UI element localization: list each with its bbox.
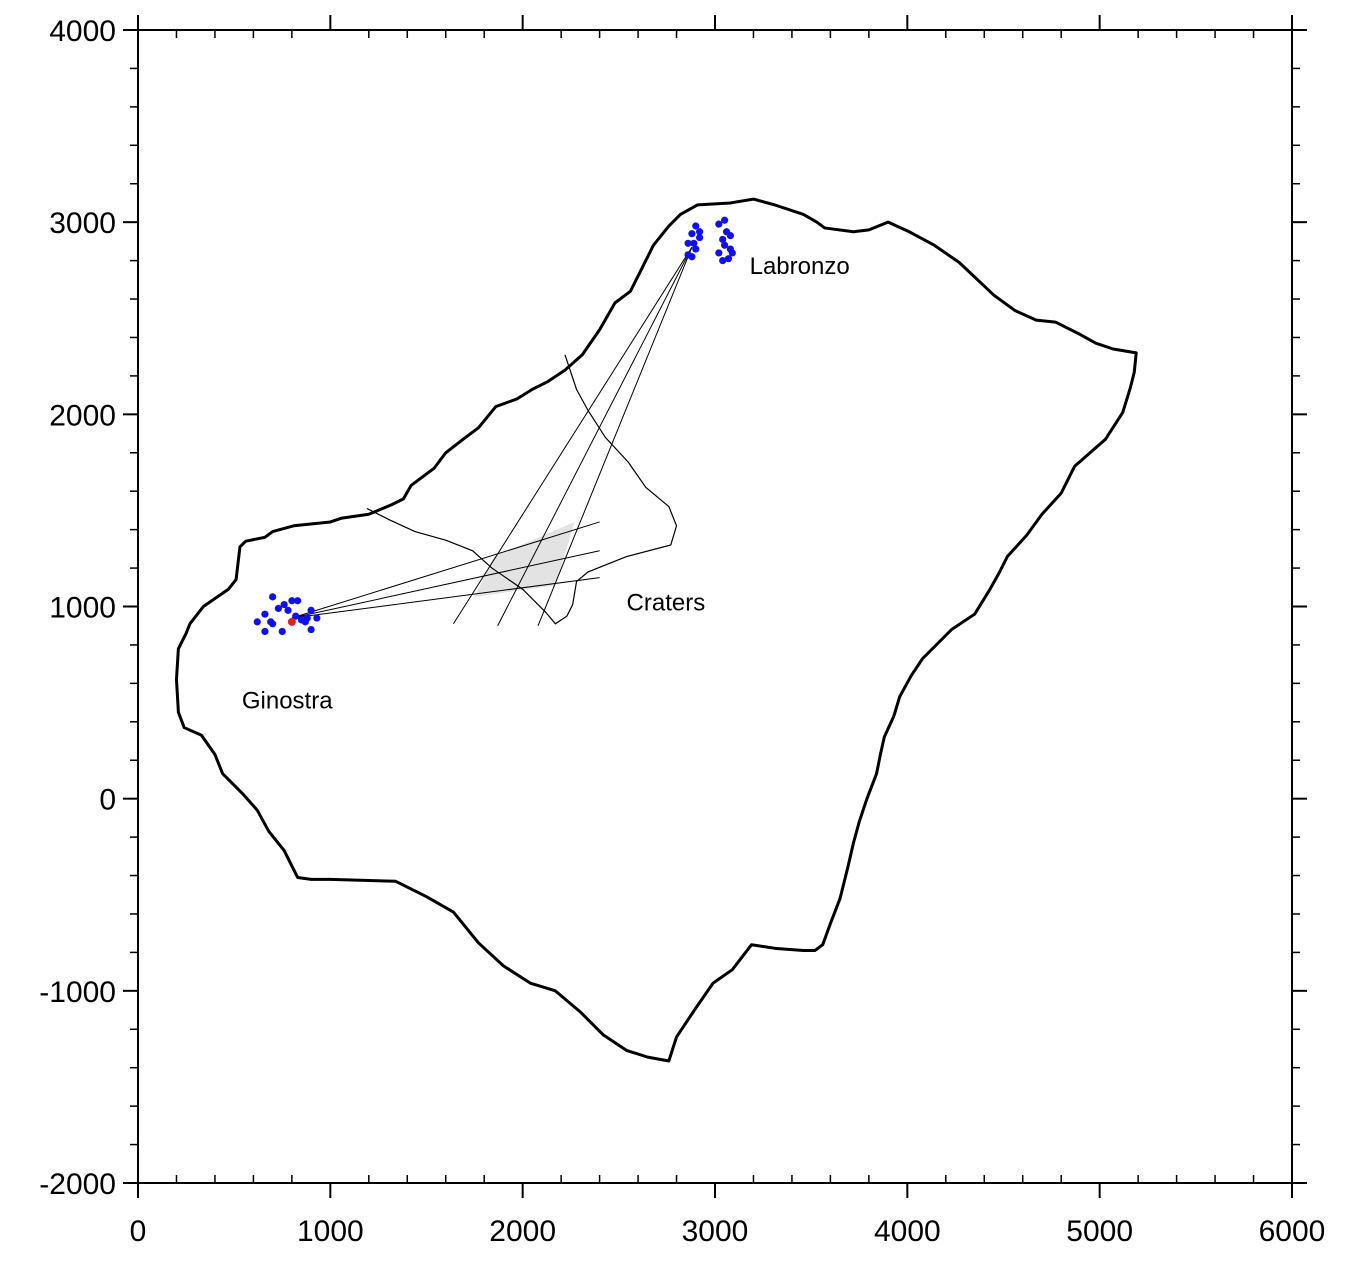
station-point xyxy=(715,249,723,257)
station-point xyxy=(684,239,692,247)
origin-point xyxy=(287,617,296,626)
station-point xyxy=(294,597,302,605)
station-point xyxy=(721,216,729,224)
station-points xyxy=(253,216,736,636)
station-point xyxy=(261,610,269,618)
station-point xyxy=(688,230,696,238)
sight-line xyxy=(291,550,600,619)
y-tick-label: 3000 xyxy=(49,207,116,240)
station-point xyxy=(269,593,277,601)
x-tick-label: 3000 xyxy=(682,1215,749,1248)
station-point xyxy=(719,257,727,265)
station-point xyxy=(684,251,692,259)
station-point xyxy=(288,597,296,605)
x-tick-label: 4000 xyxy=(874,1215,941,1248)
island-coastline xyxy=(174,197,1138,1063)
station-point xyxy=(261,627,269,636)
place-label: Ginostra xyxy=(242,687,333,714)
crater-area-boundary xyxy=(366,354,678,625)
y-tick-label: 2000 xyxy=(49,399,116,432)
x-tick-label: 2000 xyxy=(489,1215,556,1248)
sight-line xyxy=(291,521,600,619)
y-tick-label: 4000 xyxy=(49,15,116,48)
station-point xyxy=(728,249,736,257)
station-point xyxy=(726,232,734,240)
x-tick-label: 1000 xyxy=(297,1215,364,1248)
place-labels: Labronzo Craters Ginostra xyxy=(242,253,850,714)
station-point xyxy=(719,235,727,244)
x-tick-label: 6000 xyxy=(1259,1215,1326,1248)
station-point xyxy=(303,614,311,622)
station-point xyxy=(269,620,277,628)
station-point xyxy=(692,245,700,253)
sight-line xyxy=(497,246,693,626)
x-tick-label: 0 xyxy=(130,1215,147,1248)
station-point xyxy=(696,228,704,236)
station-point xyxy=(292,612,300,620)
station-point xyxy=(696,233,704,242)
y-tick-label: 1000 xyxy=(49,592,116,625)
crater-overlap-zone xyxy=(474,521,575,597)
station-point xyxy=(715,220,723,228)
station-point xyxy=(253,618,261,626)
sight-line xyxy=(453,246,693,625)
station-point xyxy=(280,600,288,609)
station-point xyxy=(307,606,315,614)
station-point xyxy=(690,239,698,247)
y-tick-label: 0 xyxy=(99,784,116,817)
x-tick-label: 5000 xyxy=(1066,1215,1133,1248)
y-tick-label: -2000 xyxy=(39,1168,116,1201)
plot-frame xyxy=(137,29,1293,1184)
sight-line xyxy=(291,577,600,619)
y-tick-label: -1000 xyxy=(39,976,116,1009)
station-point xyxy=(284,606,292,614)
station-point xyxy=(721,241,729,249)
sight-line xyxy=(537,246,693,626)
axis-ticks: 0 1000 2000 3000 4000 5000 6000 -2000 -1000 0 1000… xyxy=(39,15,1325,1248)
place-label: Labronzo xyxy=(750,253,850,280)
station-point xyxy=(313,614,321,622)
station-point xyxy=(274,604,283,613)
station-point xyxy=(724,255,733,263)
station-point xyxy=(307,625,315,634)
place-label: Craters xyxy=(627,589,706,616)
station-point xyxy=(692,222,700,230)
station-point xyxy=(278,627,286,636)
sight-lines xyxy=(291,246,693,626)
